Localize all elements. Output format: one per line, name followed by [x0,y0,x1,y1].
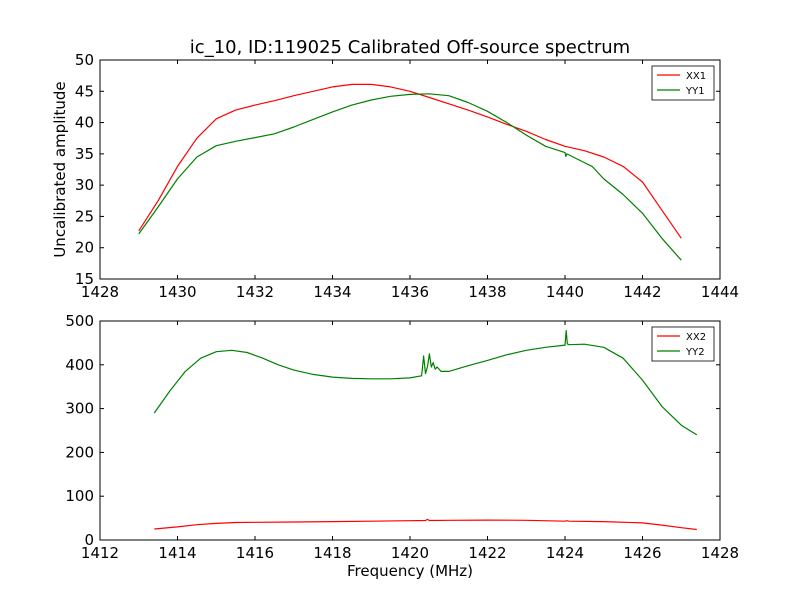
y-tick-label: 0 [84,531,94,549]
y-tick-label: 30 [75,176,94,194]
y-tick-label: 15 [75,270,94,288]
y-tick-label: 300 [65,400,94,418]
top-spectrum-panel: 1428 1430 1432 1434 1436 1438 1440 1442 1444 15 20… [51,51,739,301]
series-line-xx2 [154,518,697,531]
y-tick-label: 200 [65,443,94,461]
series-line-yy2 [153,330,698,436]
x-tick-label: 1422 [468,544,506,562]
legend-box [651,65,715,101]
legend-box [651,326,715,362]
x-axis-label: Frequency (MHz) [347,562,473,580]
x-tick-label: 1414 [158,544,196,562]
x-tick-label: 1434 [313,283,351,301]
x-tick-label: 1420 [391,544,429,562]
x-tick-label: 1430 [158,283,196,301]
y-tick-label: 500 [65,312,94,330]
x-tick-label: 1440 [546,283,584,301]
series-line-xx1 [138,83,682,239]
x-tick-label: 1436 [391,283,429,301]
y-tick-label: 50 [75,51,94,69]
y-tick-label: 45 [75,82,94,100]
x-tick-label: 1428 [701,544,739,562]
y-axis-label: Uncalibrated amplitude [51,81,69,257]
plot-frame [99,320,721,541]
legend-label-xx1: XX1 [686,71,706,82]
x-tick-label: 1444 [701,283,739,301]
series-line-yy1 [138,93,682,261]
x-tick-label: 1426 [623,544,661,562]
y-tick-label: 100 [65,487,94,505]
x-tick-label: 1424 [546,544,584,562]
plot-frame [99,59,721,280]
x-tick-label: 1428 [81,283,119,301]
y-tick-label: 400 [65,356,94,374]
x-tick-label: 1438 [468,283,506,301]
chart-title: ic_10, ID:119025 Calibrated Off-source s… [190,37,630,58]
x-tick-label: 1418 [313,544,351,562]
bottom-spectrum-panel: 1412 1414 1416 1418 1420 1422 1424 1426 1428 0 100… [65,312,739,580]
legend-label-yy1: YY1 [685,86,705,97]
x-tick-label: 1442 [623,283,661,301]
y-tick-label: 25 [75,207,94,225]
legend-label-xx2: XX2 [686,332,706,343]
x-tick-label: 1412 [81,544,119,562]
x-tick-label: 1432 [236,283,274,301]
y-tick-label: 40 [75,114,94,132]
y-tick-label: 35 [75,145,94,163]
legend-label-yy2: YY2 [685,347,705,358]
x-tick-label: 1416 [236,544,274,562]
y-tick-label: 20 [75,239,94,257]
